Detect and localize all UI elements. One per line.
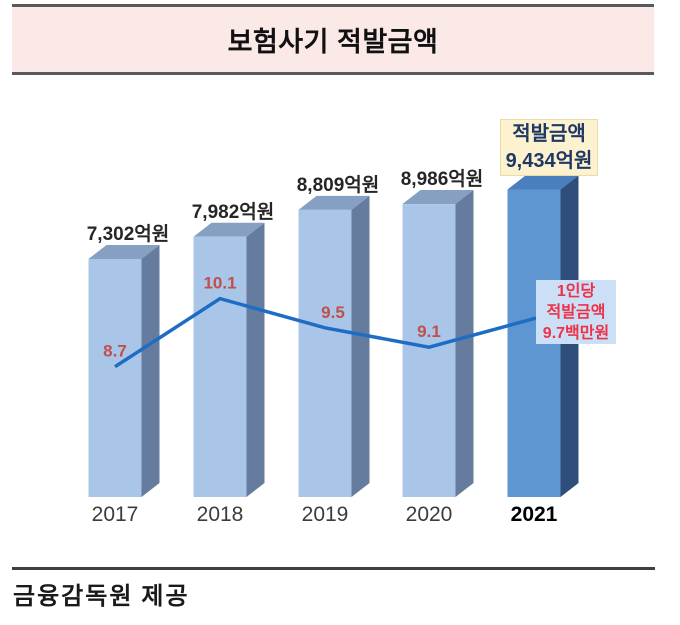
bar-2020 (402, 204, 456, 497)
year-label-2018: 2018 (197, 503, 244, 526)
year-label-2019: 2019 (302, 503, 349, 526)
per-person-callout-line3: 9.7백만원 (542, 324, 610, 342)
year-label-2017: 2017 (92, 503, 139, 526)
bar-2017 (88, 258, 142, 497)
bar-top-2021 (507, 175, 579, 190)
bar-2018 (193, 236, 247, 497)
bar-value-label: 7,982억원 (192, 201, 275, 223)
chart-title: 보험사기 적발금액 (227, 27, 439, 57)
year-label-2020: 2020 (406, 503, 453, 526)
bar-value-label: 7,302억원 (87, 223, 170, 245)
bar-top-2019 (298, 195, 370, 210)
chart-title-banner: 보험사기 적발금액 (12, 4, 654, 75)
bar-value-label: 8,986억원 (401, 168, 484, 190)
trend-value-label: 8.7 (103, 342, 127, 361)
trend-line (114, 296, 537, 369)
total-amount-callout: 적발금액 9,434억원 (500, 119, 598, 176)
trend-value-label: 9.5 (321, 303, 345, 322)
bar-value-label: 8,809억원 (297, 174, 380, 196)
bar-side-2018 (246, 222, 265, 497)
bar-2019 (298, 209, 352, 497)
bar-top-2018 (193, 222, 265, 237)
bar-top-2020 (402, 190, 474, 205)
per-person-callout-line1: 1인당 (556, 282, 596, 300)
trend-value-label: 9.1 (417, 322, 441, 341)
bar-side-2020 (455, 190, 474, 497)
per-person-callout-line2: 적발금액 (546, 303, 606, 321)
year-label-2021: 2021 (511, 503, 558, 526)
total-amount-callout-line2: 9,434억원 (505, 149, 593, 172)
total-amount-callout-line1: 적발금액 (512, 122, 586, 145)
bar-side-2017 (141, 244, 160, 497)
bar-side-2019 (351, 195, 370, 497)
footer-divider (12, 567, 655, 570)
bar-top-2017 (88, 244, 160, 259)
trend-value-label: 10.1 (203, 274, 236, 293)
source-credit: 금융감독원 제공 (13, 584, 190, 610)
per-person-callout: 1인당 적발금액 9.7백만원 (536, 280, 616, 344)
